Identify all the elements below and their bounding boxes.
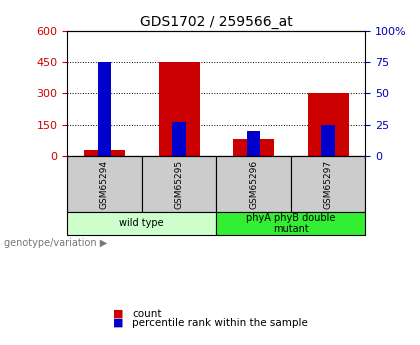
Bar — [321, 125, 335, 156]
Bar — [233, 139, 274, 156]
Bar — [307, 93, 349, 156]
Bar — [158, 62, 200, 156]
Bar — [142, 156, 216, 212]
Bar — [67, 212, 216, 235]
Bar — [172, 122, 186, 156]
Bar — [67, 156, 142, 212]
Bar — [216, 156, 291, 212]
Text: GSM65296: GSM65296 — [249, 159, 258, 209]
Bar — [291, 156, 365, 212]
Text: ■: ■ — [113, 309, 124, 319]
Text: genotype/variation ▶: genotype/variation ▶ — [4, 238, 108, 248]
Text: percentile rank within the sample: percentile rank within the sample — [132, 318, 308, 327]
Text: phyA phyB double
mutant: phyA phyB double mutant — [246, 213, 336, 234]
Text: wild type: wild type — [119, 218, 164, 228]
Text: count: count — [132, 309, 162, 319]
Title: GDS1702 / 259566_at: GDS1702 / 259566_at — [140, 14, 293, 29]
Text: GSM65295: GSM65295 — [175, 159, 184, 209]
Text: GSM65294: GSM65294 — [100, 159, 109, 208]
Text: GSM65297: GSM65297 — [324, 159, 333, 209]
Bar — [247, 131, 260, 156]
Text: ■: ■ — [113, 318, 124, 327]
Bar — [84, 150, 125, 156]
Bar — [216, 212, 365, 235]
Bar — [98, 62, 111, 156]
